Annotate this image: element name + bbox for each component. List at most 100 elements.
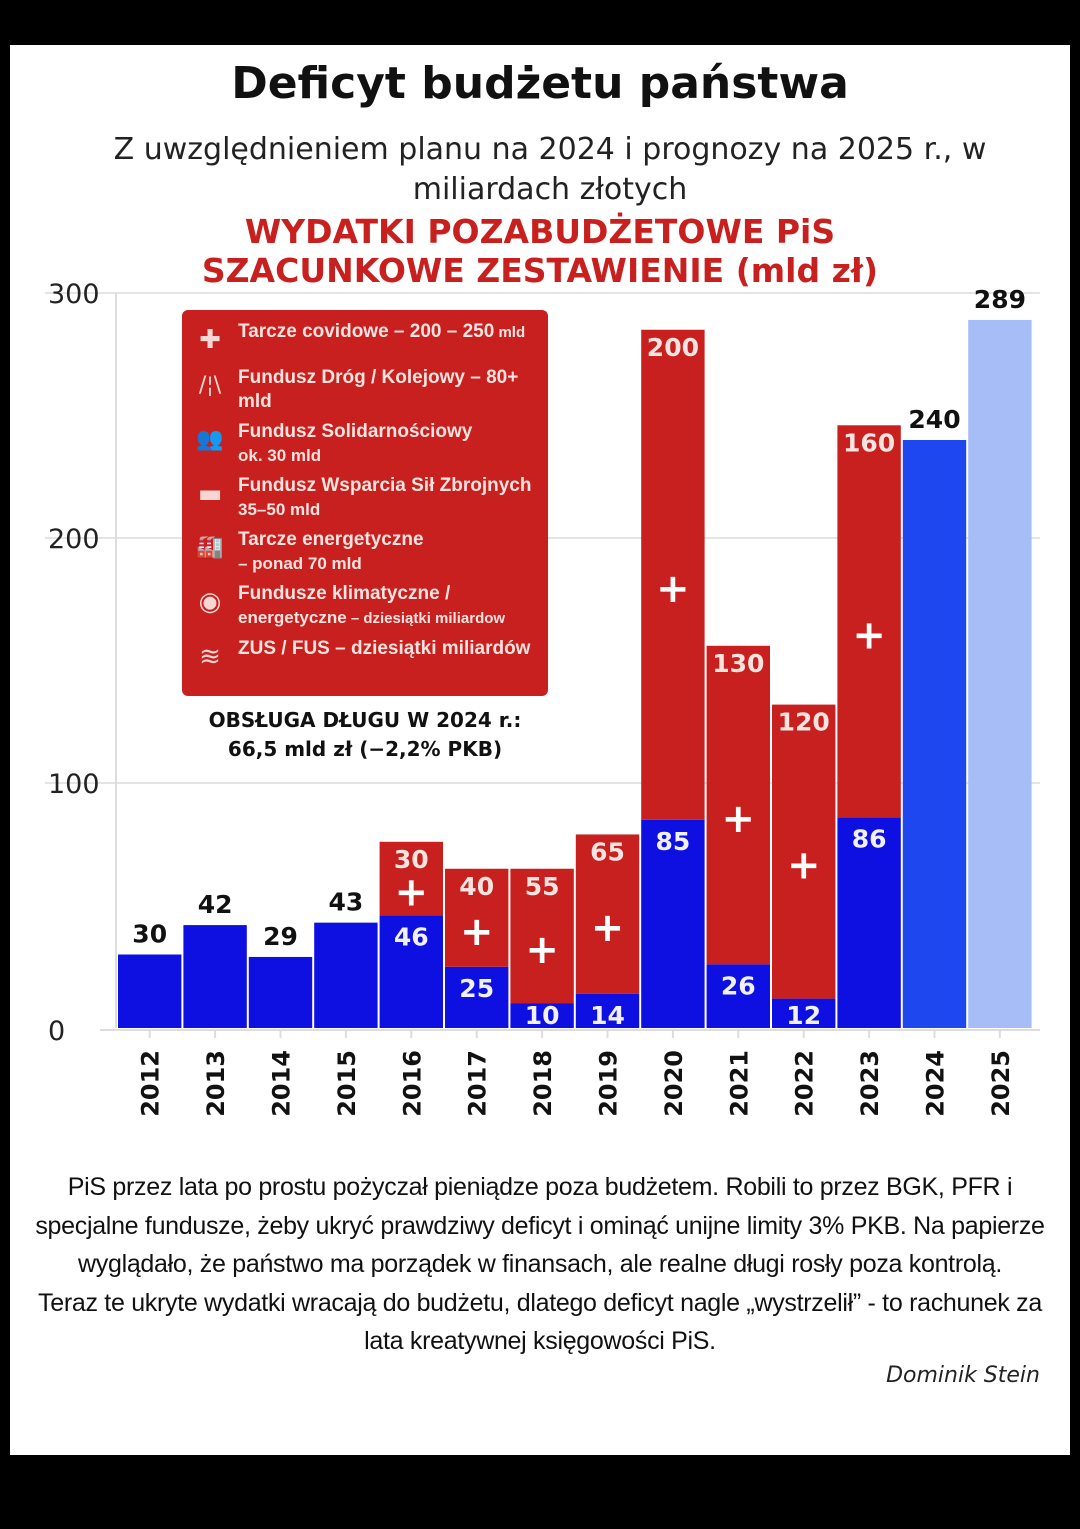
x-tick-label: 2016 (398, 1050, 426, 1117)
value-label: 30 (132, 920, 167, 949)
x-tick-label: 2013 (202, 1050, 230, 1117)
legend-item-note: mld (494, 324, 526, 341)
y-tick-label: 300 (48, 279, 100, 310)
bar-blue-2013 (183, 925, 247, 1028)
red-value-label: 130 (712, 649, 764, 678)
bar-blue-2014 (248, 956, 313, 1028)
author: Dominik Stein (886, 1362, 1040, 1388)
legend-item-text: Fundusz Wsparcia Sił Zbrojnych 35–50 mld (238, 474, 548, 522)
people-icon: 👥 (196, 427, 224, 452)
plus-marker: + (460, 909, 494, 955)
plus-marker: + (852, 612, 886, 658)
chart-title: Deficyt budżetu państwa (231, 58, 849, 109)
shield-cross-icon: ✚ (199, 325, 221, 355)
bar-blue-2022 (772, 998, 836, 1028)
debt-service-note: OBSŁUGA DŁUGU W 2024 r.: 66,5 mld zł (−2… (182, 706, 548, 764)
red-title: WYDATKI POZABUDŻETOWE PiS SZACUNKOWE ZES… (150, 212, 930, 290)
legend-item-label: Fundusz Dróg / Kolejowy – 80+ mld (238, 367, 519, 412)
value-label: 29 (263, 922, 298, 951)
red-value-label: 65 (590, 837, 625, 866)
leaf-circle-icon: ◉ (198, 587, 222, 617)
value-label: 43 (329, 888, 364, 917)
legend-item: ✚ Tarcze covidowe – 200 – 250 mld (182, 320, 548, 360)
legend-item-text: Tarcze energetyczne – ponad 70 mld (238, 528, 548, 576)
red-value-label: 30 (394, 845, 429, 874)
y-tick-label: 200 (48, 524, 100, 555)
legend-item: /¦\ Fundusz Dróg / Kolejowy – 80+ mld (182, 366, 548, 414)
bar-chart: 010020030030201242201329201443201530+462… (45, 279, 1040, 1117)
x-tick-label: 2017 (464, 1050, 492, 1117)
legend-item-label: Fundusze klimatyczne / (238, 583, 451, 604)
legend-item-text: Tarcze covidowe – 200 – 250 mld (238, 320, 548, 345)
legend-item-detail: energetyczne (238, 608, 347, 627)
blue-value-label: 25 (459, 974, 494, 1003)
bar-blue-2020 (641, 819, 705, 1028)
bar-red-2021 (706, 645, 770, 965)
bar-blue-2023 (837, 817, 901, 1028)
bar-blue-2025 (968, 319, 1032, 1028)
bar-blue-2021 (706, 964, 770, 1028)
x-tick-label: 2018 (529, 1050, 557, 1117)
debt-note-line2: 66,5 mld zł (−2,2% PKB) (227, 737, 503, 761)
blue-value-label: 85 (656, 827, 691, 856)
bar-red-2022 (772, 704, 836, 999)
x-tick-label: 2014 (268, 1050, 296, 1117)
x-tick-label: 2022 (791, 1050, 819, 1117)
bar-blue-2017 (445, 966, 509, 1028)
money-stack-icon: ≋ (199, 642, 221, 672)
legend-item-detail: ok. 30 mld (238, 446, 322, 465)
blue-value-label: 14 (590, 1001, 625, 1030)
legend-item: 🏭 Tarcze energetyczne – ponad 70 mld (182, 528, 548, 576)
x-tick-label: 2020 (660, 1050, 688, 1117)
blue-value-label: 86 (852, 824, 887, 853)
legend-item: ≋ ZUS / FUS – dziesiątki miliardów (182, 637, 548, 677)
legend-item-text: Fundusz Solidarnościowy ok. 30 mld (238, 420, 548, 468)
value-label: 240 (908, 405, 960, 434)
x-tick-label: 2024 (922, 1050, 950, 1117)
legend-item: ▬ Fundusz Wsparcia Sił Zbrojnych 35–50 mld (182, 474, 548, 522)
blue-value-label: 10 (525, 1001, 560, 1030)
blue-value-label: 12 (786, 1001, 821, 1030)
legend-item-detail: – ponad 70 mld (238, 554, 362, 573)
legend-item-text: Fundusz Dróg / Kolejowy – 80+ mld (238, 366, 548, 414)
bar-red-2020 (641, 329, 705, 820)
blue-value-label: 46 (394, 922, 429, 951)
legend-item-label: Tarcze energetyczne (238, 529, 424, 550)
legend-item-detail: 35–50 mld (238, 500, 321, 519)
x-tick-label: 2025 (987, 1050, 1015, 1117)
plus-marker: + (395, 870, 429, 916)
red-value-label: 120 (778, 708, 830, 737)
plus-marker: + (722, 796, 756, 842)
tank-icon: ▬ (197, 479, 223, 509)
debt-note-line1: OBSŁUGA DŁUGU W 2024 r.: (208, 708, 522, 732)
legend-item-text: ZUS / FUS – dziesiątki miliardów (238, 637, 548, 661)
x-tick-label: 2021 (725, 1050, 753, 1117)
y-tick-label: 0 (48, 1016, 65, 1047)
plus-marker: + (525, 927, 559, 973)
value-label: 42 (198, 890, 233, 919)
red-value-label: 160 (843, 428, 895, 457)
x-tick-label: 2019 (595, 1050, 623, 1117)
red-value-label: 55 (525, 872, 560, 901)
legend-item: ◉ Fundusze klimatyczne / energetyczne – dz… (182, 582, 548, 631)
bar-blue-2018 (510, 1003, 574, 1028)
legend-item-label: Fundusz Wsparcia Sił Zbrojnych (238, 475, 532, 496)
legend-item: 👥 Fundusz Solidarnościowy ok. 30 mld (182, 420, 548, 468)
chart-subtitle: Z uwzględnieniem planu na 2024 i prognoz… (113, 132, 987, 207)
bar-blue-2016 (379, 915, 443, 1028)
legend-item-text: Fundusze klimatyczne / energetyczne – dzi… (238, 582, 548, 631)
factory-leaf-icon: 🏭 (196, 535, 224, 560)
bar-red-2023 (837, 425, 901, 818)
legend-item-label: Fundusz Solidarnościowy (238, 421, 473, 442)
blue-value-label: 26 (721, 971, 756, 1000)
plus-marker: + (787, 843, 821, 889)
legend-item-label: Tarcze covidowe – 200 – 250 (238, 321, 495, 342)
red-value-label: 200 (647, 333, 699, 362)
bar-blue-2019 (575, 993, 640, 1028)
x-tick-label: 2015 (333, 1050, 361, 1117)
bar-red-2018 (510, 868, 574, 1004)
bar-blue-2015 (314, 922, 378, 1028)
red-value-label: 40 (459, 872, 494, 901)
bar-red-2016 (379, 841, 443, 916)
commentary-paragraph-1: PiS przez lata po prostu pożyczał pienią… (35, 1173, 1045, 1278)
